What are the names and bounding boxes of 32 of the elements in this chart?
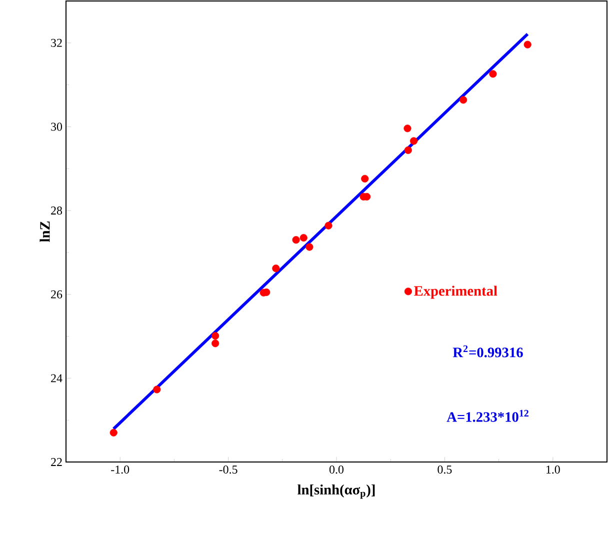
legend-label: Experimental <box>414 286 498 299</box>
y-tick-label: 24 <box>51 374 62 382</box>
point <box>410 137 418 145</box>
y-tick-label: 30 <box>51 122 62 131</box>
x-tick-label: -0.5 <box>219 466 238 474</box>
point <box>300 234 308 242</box>
point <box>489 70 497 78</box>
y-tick-label: 26 <box>51 290 62 298</box>
annotation: R$^{2}$=0.99316 <box>452 345 523 358</box>
y-tick-label: 32 <box>51 38 62 47</box>
x-tick-label: -1.0 <box>111 466 130 474</box>
x-tick-label: 0.0 <box>329 466 344 474</box>
y-axis-title: lnZ <box>40 221 50 242</box>
point <box>324 222 332 230</box>
point <box>524 40 532 48</box>
point <box>272 264 280 272</box>
point <box>110 428 118 436</box>
point <box>306 243 314 251</box>
point <box>460 96 468 104</box>
point <box>404 124 412 132</box>
point <box>212 332 220 340</box>
point <box>212 340 220 348</box>
point <box>404 146 412 154</box>
x-tick-label: 1.0 <box>546 466 560 474</box>
point <box>292 236 300 244</box>
x-tick-label: 0.5 <box>438 466 452 474</box>
point <box>361 174 369 182</box>
y-tick-label: 28 <box>51 206 62 215</box>
x-axis-title: ln[sinh(ασ$_{p}$)] <box>298 484 375 499</box>
y-tick-label: 22 <box>51 458 62 466</box>
annotation: A=1.233*10$^{12}$ <box>446 410 528 422</box>
point <box>153 386 161 394</box>
